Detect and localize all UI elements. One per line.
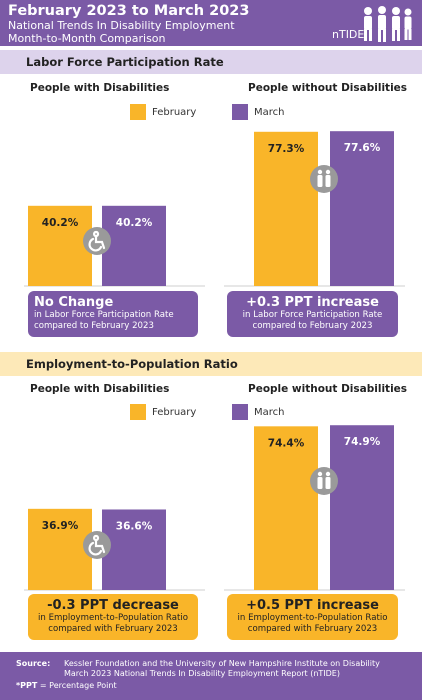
section-epop-header: Employment-to-Population Ratio: [0, 352, 422, 376]
page-subtitle-2: Month-to-Month Comparison: [8, 32, 166, 45]
lfpr-without-summary-headline: +0.3 PPT increase: [246, 295, 379, 310]
epop-with-summary-headline: -0.3 PPT decrease: [47, 598, 179, 613]
epop-without-summary-line2: compared with February 2023: [247, 623, 378, 634]
epop-without-summary-line1: in Employment-to-Population Ratio: [237, 613, 388, 623]
source-label: Source:: [16, 659, 51, 668]
epop-with-title: People with Disabilities: [30, 383, 170, 395]
lfpr-with-summary-line2: compared to February 2023: [34, 320, 154, 331]
legend-march-swatch: [232, 104, 248, 120]
lfpr-with-bar-march: [102, 205, 166, 286]
lfpr-without-summary: +0.3 PPT increase in Labor Force Partici…: [227, 291, 398, 337]
header-banner: February 2023 to March 2023 National Tre…: [0, 0, 422, 46]
lfpr-with-bar-february: [28, 205, 92, 286]
source-line-1: Kessler Foundation and the University of…: [64, 659, 380, 668]
lfpr-with-summary: No Change in Labor Force Participation R…: [28, 291, 198, 337]
legend-march-2: March: [232, 404, 284, 420]
lfpr-without-summary-line1: in Labor Force Participation Rate: [242, 310, 383, 320]
epop-with-summary: -0.3 PPT decrease in Employment-to-Popul…: [28, 594, 198, 640]
epop-with-bar-february: [28, 508, 92, 590]
lfpr-with-label-march: 40.2%: [116, 217, 153, 229]
legend-february-label-2: February: [152, 406, 197, 418]
epop-without-label-march: 74.9%: [344, 436, 381, 448]
lfpr-with-label-february: 40.2%: [42, 217, 79, 229]
page-title: February 2023 to March 2023: [8, 3, 250, 19]
epop-without-bar-march: [330, 425, 394, 590]
section-lfpr-header: Labor Force Participation Rate: [0, 50, 422, 74]
epop-with-label-march: 36.6%: [116, 520, 153, 532]
lfpr-without-people-icon: [310, 165, 338, 193]
epop-with-wheelchair-icon: [83, 531, 111, 559]
legend-march: March: [232, 104, 284, 120]
legend-february: February: [130, 104, 196, 120]
logo-text: nTIDE: [332, 28, 365, 41]
legend-february-label: February: [152, 106, 197, 118]
lfpr-with-summary-headline: No Change: [34, 295, 114, 310]
epop-without-summary-headline: +0.5 PPT increase: [246, 598, 379, 613]
lfpr-with-summary-line1: in Labor Force Participation Rate: [34, 310, 174, 320]
lfpr-with-title: People with Disabilities: [30, 82, 170, 94]
epop-without-title: People without Disabilities: [248, 383, 408, 395]
lfpr-without-bar-february: [254, 131, 318, 286]
epop-without-label-february: 74.4%: [268, 437, 305, 449]
people-logo-icon: [364, 6, 412, 42]
epop-without-people-icon: [310, 467, 338, 495]
lfpr-without-summary-line2: compared to February 2023: [252, 320, 373, 331]
footer-source: Source: Kessler Foundation and the Unive…: [0, 652, 422, 700]
legend-february-2: February: [130, 404, 196, 420]
lfpr-without-label-february: 77.3%: [268, 143, 305, 155]
epop-with-bar-march: [102, 509, 166, 590]
ppt-label: *PPT: [16, 681, 38, 690]
epop-without-bar-february: [254, 426, 318, 590]
legend-february-swatch: [130, 104, 146, 120]
epop-with-summary-line1: in Employment-to-Population Ratio: [38, 613, 188, 623]
legend-march-label: March: [254, 106, 285, 118]
page-subtitle: National Trends In Disability Employment: [8, 19, 235, 32]
epop-without-summary: +0.5 PPT increase in Employment-to-Popul…: [227, 594, 398, 640]
legend-march-swatch-2: [232, 404, 248, 420]
legend-march-label-2: March: [254, 406, 285, 418]
epop-with-summary-line2: compared with February 2023: [48, 623, 178, 634]
lfpr-without-bar-march: [330, 131, 394, 286]
ntide-logo: nTIDE: [332, 5, 414, 43]
lfpr-without-title: People without Disabilities: [248, 82, 408, 94]
source-line-2: March 2023 National Trends In Disability…: [64, 669, 340, 678]
legend-february-swatch-2: [130, 404, 146, 420]
epop-with-label-february: 36.9%: [42, 520, 79, 532]
ppt-definition: = Percentage Point: [37, 681, 117, 690]
lfpr-without-label-march: 77.6%: [344, 142, 381, 154]
lfpr-with-wheelchair-icon: [83, 227, 111, 255]
